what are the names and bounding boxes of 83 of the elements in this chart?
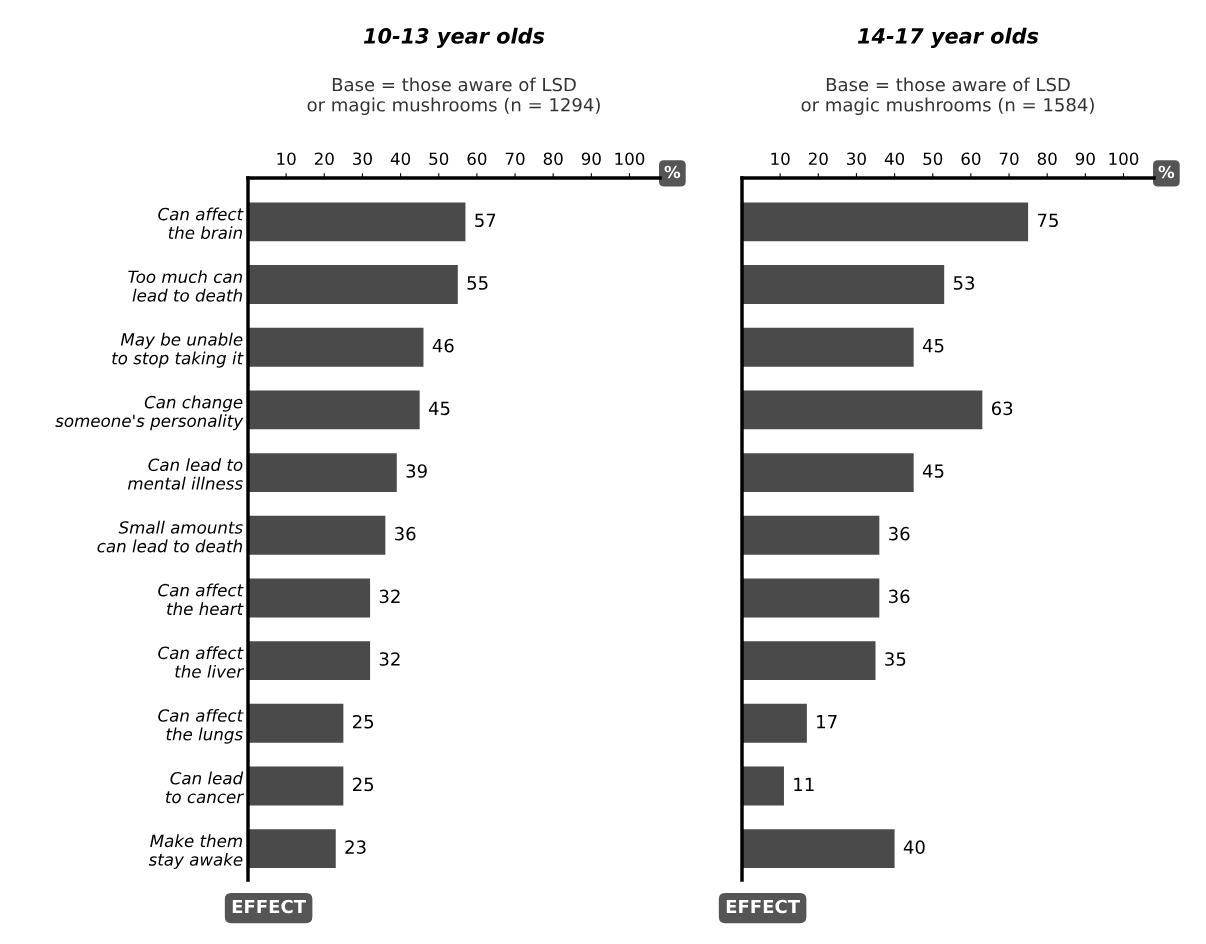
data-label: 40 bbox=[903, 840, 925, 854]
chart-subtitle: Base = those aware of LSD or magic mushrooms (n = 1294) bbox=[307, 77, 600, 116]
x-tick-label: 30 bbox=[353, 152, 372, 166]
bar bbox=[742, 453, 914, 493]
data-label: 75 bbox=[1037, 213, 1058, 228]
y-tick-label: Can affect the heart bbox=[158, 583, 244, 616]
x-axis-title: % bbox=[1158, 165, 1175, 179]
x-tick-label: 90 bbox=[1075, 152, 1095, 166]
x-tick-label: 80 bbox=[1037, 152, 1057, 166]
bar bbox=[742, 515, 880, 555]
data-label: 63 bbox=[991, 401, 1013, 416]
bar bbox=[248, 202, 466, 242]
bar bbox=[248, 703, 344, 743]
y-tick-label: Can affect the lungs bbox=[158, 708, 244, 744]
x-axis-title: % bbox=[664, 165, 681, 179]
bar bbox=[248, 578, 371, 618]
data-label: 36 bbox=[889, 589, 910, 604]
bar bbox=[248, 327, 424, 367]
y-tick-label: Can change someone's personality bbox=[55, 395, 244, 431]
bar bbox=[248, 829, 336, 869]
x-tick-label: 50 bbox=[923, 152, 943, 166]
data-label: 45 bbox=[922, 464, 944, 478]
y-tick-label: Small amounts can lead to death bbox=[97, 520, 243, 553]
data-label: 23 bbox=[345, 840, 366, 854]
data-label: 53 bbox=[953, 276, 975, 290]
y-tick-label: May be unable to stop taking it bbox=[112, 332, 244, 368]
data-label: 36 bbox=[395, 526, 416, 541]
x-tick-label: 30 bbox=[847, 152, 866, 166]
x-tick-label: 70 bbox=[999, 152, 1019, 166]
data-label: 32 bbox=[379, 652, 400, 666]
chart-subtitle: Base = those aware of LSD or magic mushrooms (n = 1584) bbox=[801, 77, 1094, 116]
x-tick-label: 10 bbox=[771, 152, 790, 166]
data-label: 17 bbox=[817, 715, 837, 729]
x-tick-label: 20 bbox=[314, 152, 334, 166]
x-tick-label: 50 bbox=[429, 152, 449, 166]
data-label: 35 bbox=[885, 652, 906, 666]
x-tick-label: 100 bbox=[1109, 152, 1139, 166]
bar bbox=[742, 829, 895, 869]
data-label: 11 bbox=[794, 777, 814, 791]
data-label: 25 bbox=[353, 714, 374, 729]
chart-title: 10-13 year olds bbox=[363, 27, 545, 48]
bar bbox=[742, 265, 945, 304]
bar bbox=[248, 515, 386, 555]
x-tick-label: 70 bbox=[505, 152, 525, 166]
y-tick-label: Can lead to cancer bbox=[165, 771, 244, 804]
bar bbox=[248, 641, 371, 681]
text: EFFECT bbox=[232, 899, 306, 914]
y-tick-label: Make them stay awake bbox=[148, 834, 243, 870]
bar bbox=[742, 327, 914, 367]
x-tick-label: 40 bbox=[390, 152, 411, 166]
x-tick-label: 100 bbox=[615, 152, 645, 166]
bar bbox=[248, 265, 458, 304]
x-tick-label: 90 bbox=[581, 152, 601, 166]
bar bbox=[742, 641, 876, 681]
bar bbox=[742, 390, 983, 430]
x-tick-label: 40 bbox=[884, 152, 905, 166]
bar bbox=[248, 390, 420, 430]
data-label: 25 bbox=[353, 777, 374, 792]
bar bbox=[248, 453, 397, 493]
data-label: 55 bbox=[467, 276, 488, 290]
bar bbox=[742, 578, 880, 618]
bar bbox=[248, 766, 344, 806]
x-tick-label: 60 bbox=[467, 152, 487, 166]
x-tick-label: 60 bbox=[961, 152, 981, 166]
data-label: 57 bbox=[475, 213, 496, 228]
data-label: 45 bbox=[428, 401, 450, 416]
y-tick-label: Can affect the brain bbox=[158, 207, 244, 240]
bar bbox=[742, 703, 807, 743]
y-tick-label: Can affect the liver bbox=[158, 646, 244, 678]
y-tick-label: Too much can lead to death bbox=[128, 270, 243, 302]
text: EFFECT bbox=[726, 899, 800, 914]
x-tick-label: 20 bbox=[808, 152, 828, 166]
data-label: 46 bbox=[432, 338, 454, 353]
x-tick-label: 80 bbox=[543, 152, 563, 166]
chart-title: 14-17 year olds bbox=[857, 27, 1039, 48]
data-label: 45 bbox=[922, 339, 944, 353]
bar bbox=[742, 202, 1029, 242]
y-tick-label: Can lead to mental illness bbox=[127, 458, 243, 490]
bar bbox=[742, 766, 784, 806]
data-label: 32 bbox=[379, 589, 400, 604]
x-tick-label: 10 bbox=[277, 152, 296, 166]
data-label: 39 bbox=[406, 464, 427, 478]
data-label: 36 bbox=[889, 526, 910, 541]
